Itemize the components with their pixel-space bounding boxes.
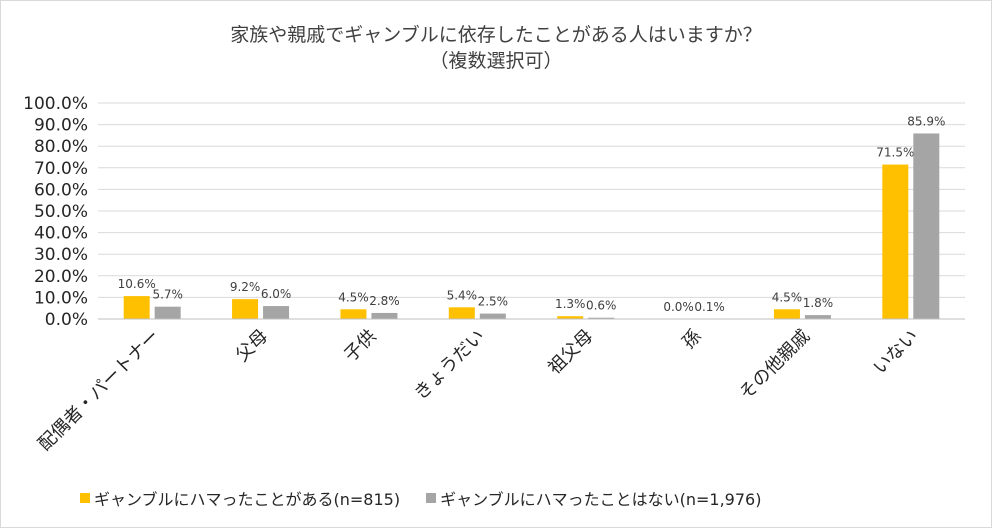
- x-tick-label: その他親戚: [735, 326, 813, 404]
- legend-item-series-1: ギャンブルにハマったことがある(n=815): [80, 486, 400, 510]
- y-tick-label: 70.0%: [34, 159, 88, 179]
- y-tick-label: 20.0%: [34, 267, 88, 287]
- x-tick-label: 子供: [340, 326, 380, 366]
- legend: ギャンブルにハマったことがある(n=815) ギャンブルにハマったことはない(n…: [80, 486, 761, 510]
- bar-series-1: [232, 299, 259, 319]
- bar-series-2: [479, 313, 506, 319]
- legend-label-series-2: ギャンブルにハマったことはない(n=1,976): [440, 490, 762, 509]
- y-tick-label: 100.0%: [23, 94, 88, 114]
- bar-series-1: [773, 309, 800, 319]
- bar-series-2: [263, 306, 290, 319]
- data-label: 5.4%: [447, 288, 478, 302]
- data-label: 5.7%: [152, 288, 183, 302]
- chart-subtitle: （複数選択可）: [429, 50, 563, 72]
- bar-series-2: [588, 317, 615, 319]
- data-label: 9.2%: [230, 280, 261, 294]
- legend-swatch-series-2: [426, 493, 437, 503]
- data-label: 71.5%: [876, 146, 914, 160]
- x-tick-label: 父母: [232, 326, 272, 366]
- legend-item-series-2: ギャンブルにハマったことはない(n=1,976): [426, 486, 761, 510]
- bar-series-2: [913, 133, 940, 319]
- y-tick-label: 80.0%: [34, 137, 88, 157]
- data-label: 4.5%: [772, 290, 803, 304]
- bar-series-2: [371, 312, 398, 319]
- x-tick-label: きょうだい: [410, 326, 488, 404]
- bar-series-1: [448, 307, 475, 319]
- bar-series-1: [340, 309, 367, 319]
- bar-series-1: [557, 316, 584, 319]
- data-label: 85.9%: [907, 114, 945, 128]
- data-label: 4.5%: [338, 290, 369, 304]
- chart-title: 家族や親戚でギャンブルに依存したことがある人はいますか？: [230, 24, 762, 46]
- x-tick-label: 孫: [678, 326, 706, 354]
- data-label: 6.0%: [261, 287, 292, 301]
- y-tick-label: 50.0%: [34, 202, 88, 222]
- data-label: 10.6%: [118, 277, 156, 291]
- y-tick-label: 40.0%: [34, 224, 88, 244]
- y-tick-label: 30.0%: [34, 245, 88, 265]
- y-tick-label: 60.0%: [34, 180, 88, 200]
- legend-label-series-1: ギャンブルにハマったことがある(n=815): [94, 490, 401, 509]
- data-label: 0.0%: [663, 300, 694, 314]
- bar-series-1: [123, 296, 150, 319]
- bar-series-2: [154, 306, 181, 319]
- data-label: 0.1%: [694, 300, 725, 314]
- x-tick-label: いない: [869, 326, 922, 379]
- legend-swatch-series-1: [80, 493, 90, 503]
- data-label: 1.3%: [555, 297, 586, 311]
- data-label: 1.8%: [803, 296, 834, 310]
- x-tick-label: 配偶者・パートナー: [34, 326, 163, 455]
- y-tick-label: 0.0%: [45, 310, 88, 330]
- data-label: 2.5%: [478, 295, 509, 309]
- bar-series-1: [882, 164, 909, 319]
- y-tick-label: 90.0%: [34, 116, 88, 136]
- bar-series-2: [804, 315, 831, 319]
- y-tick-label: 10.0%: [34, 288, 88, 308]
- data-label: 2.8%: [369, 294, 400, 308]
- x-tick-label: 祖父母: [544, 326, 597, 379]
- data-label: 0.6%: [586, 299, 617, 313]
